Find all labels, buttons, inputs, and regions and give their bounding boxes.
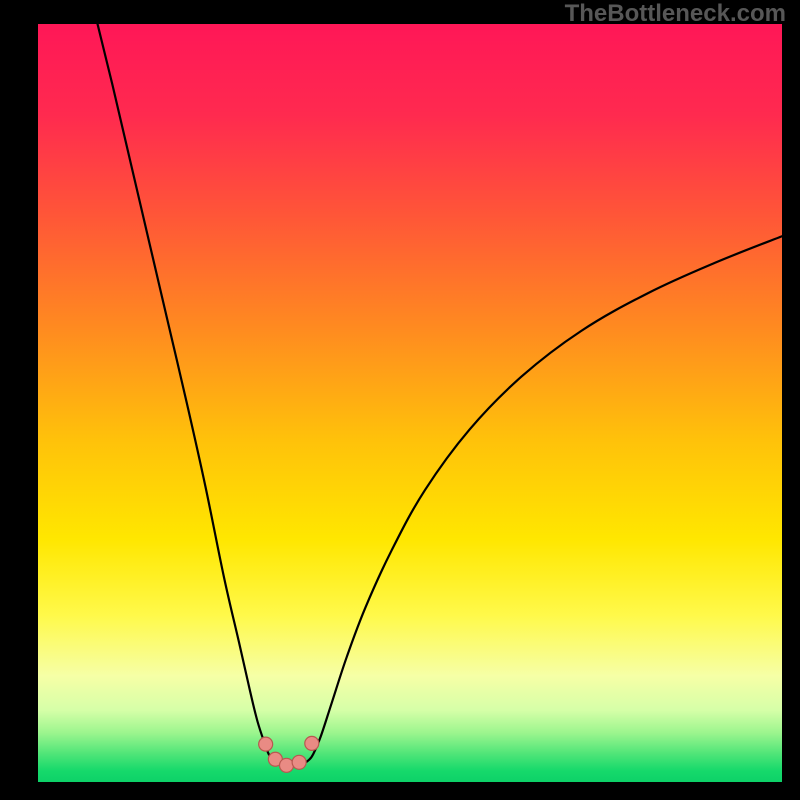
watermark-text: TheBottleneck.com [565,0,786,28]
marker-dot [305,736,319,750]
marker-dot [292,755,306,769]
plot-area [38,24,782,782]
marker-dot [259,737,273,751]
marker-dot [279,758,293,772]
gradient-background [38,24,782,782]
plot-svg [38,24,782,782]
chart-stage: TheBottleneck.com [0,0,800,800]
